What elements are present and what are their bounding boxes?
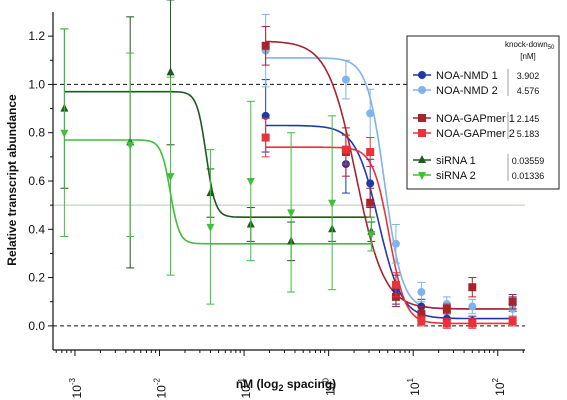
legend-header: knock-down50 (505, 40, 555, 51)
legend-label-0: NOA-NMD 1 (436, 70, 498, 82)
data-point-s5-p3 (206, 223, 215, 232)
data-point-s3-p7 (508, 317, 517, 326)
data-point-s3-p4 (417, 317, 426, 326)
y-tick-label: 0.8 (28, 126, 45, 140)
data-point-s5-p2 (166, 173, 175, 182)
legend-box (406, 35, 560, 190)
x-tick-label: 10-1 (237, 377, 253, 398)
legend-label-2: NOA-GAPmer 1 (436, 113, 515, 125)
fit-curve-4 (64, 90, 372, 218)
data-point-s3-p2 (366, 148, 375, 157)
x-tick-label: 102 (491, 377, 507, 395)
data-points (60, 0, 517, 329)
data-point-s2-p0 (261, 41, 270, 50)
legend-label-4: siRNA 1 (436, 155, 476, 167)
data-point-s3-p6 (468, 319, 477, 328)
data-point-s5-p4 (246, 178, 255, 186)
axes: Relative transcript abundance nM (log2 s… (5, 12, 525, 398)
data-point-s5-p7 (367, 231, 376, 240)
legend-unit: [nM] (520, 52, 536, 61)
y-tick-label: 0.4 (28, 222, 45, 236)
legend-kd50-5: 0.01336 (512, 171, 545, 181)
legend-kd50-4: 0.03559 (512, 156, 545, 166)
legend-marker-2 (418, 114, 426, 122)
x-tick-label: 100 (322, 377, 338, 395)
y-tick-label: 0.6 (28, 174, 45, 188)
data-point-s2-p6 (468, 283, 477, 292)
y-tick-label: 1.2 (28, 29, 45, 43)
legend-label-1: NOA-NMD 2 (436, 85, 498, 97)
data-point-s3-p0 (261, 133, 270, 142)
data-point-s2-p4 (417, 309, 426, 318)
data-point-s3-p5 (442, 319, 451, 328)
y-tick-label: 1.0 (28, 77, 45, 91)
data-point-s2-p5 (442, 304, 451, 313)
legend-kd50-2: 2.145 (517, 114, 540, 124)
fit-curve-5 (64, 139, 372, 245)
legend-marker-3 (418, 129, 426, 137)
data-point-s2-p7 (508, 297, 517, 306)
data-point-s5-p1 (126, 141, 135, 150)
data-point-s5-p0 (60, 129, 69, 138)
x-axis-title: nM (log2 spacing) (236, 377, 336, 393)
legend-label-5: siRNA 2 (436, 170, 476, 182)
legend-marker-5 (418, 172, 426, 180)
legend-marker-0 (418, 71, 426, 79)
legend-label-3: NOA-GAPmer 2 (436, 128, 515, 140)
x-tick-label: 10-2 (153, 377, 169, 398)
legend: knock-down50 [nM] NOA-NMD 1 3.902 NOA-NMD … (406, 35, 560, 190)
y-tick-label: 0.0 (28, 319, 45, 333)
legend-marker-1 (418, 86, 426, 94)
x-tick-label: 101 (406, 377, 422, 395)
data-point-s0-p2 (366, 179, 375, 188)
data-point-s5-p6 (328, 199, 337, 208)
data-point-s3-p1 (341, 145, 350, 154)
data-point-s4-p2 (166, 67, 175, 76)
data-point-s3-p3 (391, 280, 400, 289)
data-point-s1-p1 (341, 75, 350, 84)
legend-kd50-3: 5.183 (517, 129, 540, 139)
legend-kd50-1: 4.576 (517, 86, 540, 96)
data-point-s1-p4 (417, 288, 426, 297)
data-point-s1-p2 (366, 109, 375, 118)
data-point-s5-p5 (287, 209, 296, 218)
legend-kd50-0: 3.902 (517, 71, 540, 81)
data-point-s1-p6 (468, 302, 477, 311)
x-tick-label: 10-3 (68, 377, 84, 398)
y-tick-label: 0.2 (28, 271, 45, 285)
y-axis-title: Relative transcript abundance (5, 94, 19, 266)
legend-marker-4 (418, 155, 426, 163)
data-point-s1-p3 (391, 239, 400, 248)
data-point-s2-p2 (366, 198, 375, 207)
